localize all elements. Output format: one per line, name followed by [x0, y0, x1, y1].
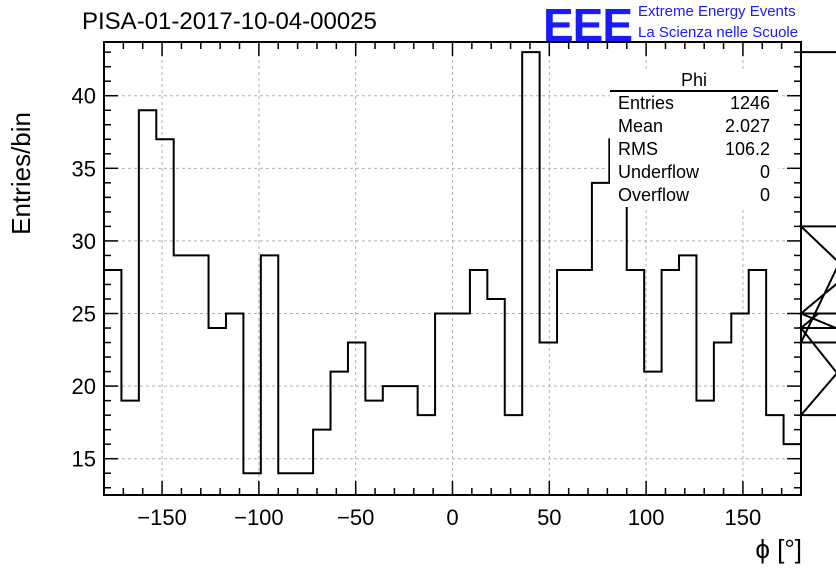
histogram-bin	[331, 372, 348, 495]
y-tick-label: 40	[72, 84, 96, 109]
histogram-bin	[540, 343, 557, 495]
histogram-bin	[226, 314, 243, 495]
y-tick-label: 15	[72, 447, 96, 472]
histogram-bin	[383, 386, 400, 495]
histogram-bin	[644, 372, 661, 495]
histogram-bin	[731, 314, 748, 495]
histogram-outline	[104, 51, 836, 475]
y-axis-label: Entries/bin	[6, 112, 36, 235]
eee-logo: EEE	[543, 0, 633, 51]
histogram-bin	[261, 255, 278, 495]
histogram-bin	[766, 415, 783, 495]
stats-label: RMS	[618, 139, 658, 159]
histogram-bin	[191, 255, 208, 495]
histogram-bin	[696, 401, 713, 495]
histogram-bin	[400, 386, 417, 495]
histogram-bin	[313, 430, 330, 495]
histogram-bin	[365, 401, 382, 495]
stats-row-entries: Entries 1246	[610, 92, 778, 115]
x-tick-label: 0	[446, 505, 458, 530]
histogram-bin	[348, 343, 365, 495]
histogram-bin	[487, 299, 504, 495]
histogram-bin	[679, 255, 696, 495]
histogram-bin	[522, 52, 539, 495]
y-tick-label: 30	[72, 229, 96, 254]
histogram-bin	[505, 415, 522, 495]
logo-text-line1: Extreme Energy Events	[638, 3, 796, 20]
histogram-bin	[139, 110, 156, 495]
histogram-bin	[104, 270, 121, 495]
x-tick-label: −50	[337, 505, 374, 530]
x-tick-label: 50	[537, 505, 561, 530]
histogram-bin	[156, 139, 173, 495]
stats-label: Mean	[618, 116, 664, 136]
histogram-bin	[627, 270, 644, 495]
y-tick-label: 35	[72, 156, 96, 181]
chart-title: PISA-01-2017-10-04-00025	[82, 8, 377, 35]
x-tick-label: 100	[628, 505, 665, 530]
histogram-bin	[453, 314, 470, 495]
stats-row-underflow: Underflow 0	[610, 161, 778, 184]
stats-label: Entries	[618, 93, 675, 113]
histogram-bin	[209, 328, 226, 495]
histogram-bin	[574, 270, 591, 495]
stats-value: 1246	[729, 93, 770, 113]
histogram-bin	[435, 314, 452, 495]
logo-text-line2: La Scienza nelle Scuole	[638, 24, 799, 41]
stats-row-overflow: Overflow 0	[610, 184, 778, 207]
histogram-bin	[662, 270, 679, 495]
histogram-bin	[174, 255, 191, 495]
stats-value: 2.027	[724, 116, 770, 136]
histogram-bin	[714, 343, 731, 495]
x-tick-label: −150	[137, 505, 187, 530]
stats-box: Phi Entries 1246 Mean 2.027 RMS 106.2 Un…	[610, 70, 778, 207]
x-tick-label: −100	[234, 505, 284, 530]
histogram-bin	[278, 473, 295, 495]
stats-row-rms: RMS 106.2	[610, 138, 778, 161]
histogram-bin	[470, 270, 487, 495]
stats-label: Underflow	[618, 162, 700, 182]
stats-value: 0	[759, 162, 770, 182]
histogram-bin	[592, 183, 609, 495]
y-tick-label: 25	[72, 302, 96, 327]
stats-row-mean: Mean 2.027	[610, 115, 778, 138]
y-tick-label: 20	[72, 374, 96, 399]
stats-label: Overflow	[618, 185, 690, 205]
histogram-bin	[418, 415, 435, 495]
x-tick-label: 150	[725, 505, 762, 530]
stats-title: Phi	[610, 70, 778, 92]
histogram-bin	[749, 270, 766, 495]
histogram-bin	[121, 401, 138, 495]
histogram-bin	[557, 270, 574, 495]
x-axis-label: ϕ [°]	[755, 534, 802, 564]
stats-value: 106.2	[724, 139, 770, 159]
stats-value: 0	[759, 185, 770, 205]
